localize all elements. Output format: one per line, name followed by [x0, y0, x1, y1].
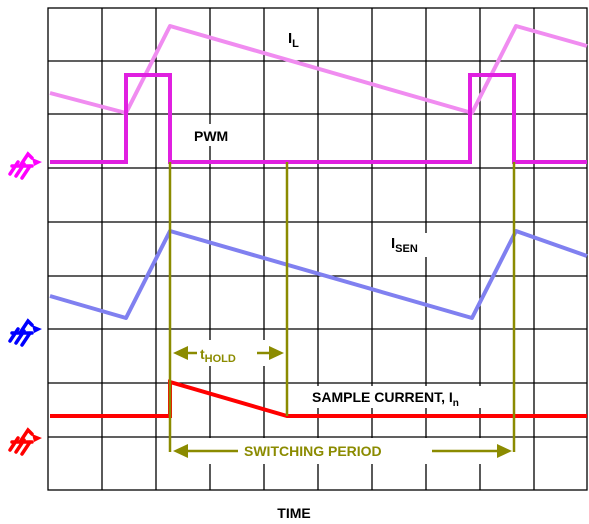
period-right-arrowhead	[497, 444, 512, 458]
il-trace	[49, 24, 588, 115]
thold-right-arrowhead	[269, 346, 284, 360]
sample-current-label: SAMPLE CURRENT, In	[312, 389, 459, 409]
period-left-arrowhead	[173, 444, 188, 458]
switching-period-label: SWITCHING PERIOD	[244, 443, 382, 459]
sample-ground-icon	[8, 427, 42, 456]
switching-period-arrow: SWITCHING PERIOD	[173, 438, 512, 464]
sample-label-box: SAMPLE CURRENT, In	[308, 386, 508, 409]
isen-label-box: ISEN	[388, 233, 436, 257]
il-label: IL	[288, 30, 299, 50]
isen-ground-icon	[8, 318, 42, 347]
isen-label: ISEN	[391, 235, 418, 255]
pwm-ground-icon	[8, 151, 42, 180]
ground-markers	[8, 151, 42, 456]
time-axis-label: TIME	[277, 505, 310, 521]
isen-trace	[49, 229, 588, 320]
pwm-trace	[50, 73, 587, 164]
pwm-label-box: PWM	[188, 124, 248, 146]
thold-arrow: tHOLD	[173, 340, 284, 366]
thold-left-arrowhead	[173, 346, 188, 360]
timing-markers	[168, 162, 516, 452]
thold-label: tHOLD	[200, 346, 236, 365]
pwm-label: PWM	[194, 128, 228, 144]
